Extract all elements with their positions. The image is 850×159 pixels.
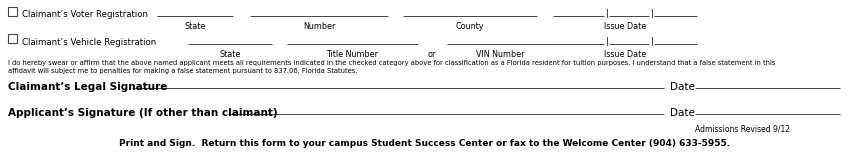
Text: Claimant’s Voter Registration: Claimant’s Voter Registration [22, 10, 148, 19]
Text: Date: Date [670, 108, 694, 118]
Text: Number: Number [303, 22, 335, 31]
Text: Date: Date [670, 82, 694, 92]
Text: Claimant’s Vehicle Registration: Claimant’s Vehicle Registration [22, 38, 156, 47]
Text: State: State [219, 50, 241, 59]
Text: VIN Number: VIN Number [476, 50, 524, 59]
Text: I do hereby swear or affirm that the above named applicant meets all requirement: I do hereby swear or affirm that the abo… [8, 60, 775, 66]
Text: or: or [428, 50, 436, 59]
Text: Applicant’s Signature (If other than claimant): Applicant’s Signature (If other than cla… [8, 108, 278, 118]
Text: affidavit will subject me to penalties for making a false statement pursuant to : affidavit will subject me to penalties f… [8, 68, 357, 74]
Text: County: County [456, 22, 484, 31]
Text: Issue Date: Issue Date [604, 50, 646, 59]
Text: Title Number: Title Number [326, 50, 378, 59]
Text: Admissions Revised 9/12: Admissions Revised 9/12 [695, 125, 790, 134]
Text: State: State [184, 22, 206, 31]
Text: Issue Date: Issue Date [604, 22, 646, 31]
Bar [8, 34, 17, 43]
Text: Claimant’s Legal Signature: Claimant’s Legal Signature [8, 82, 167, 92]
Bar [8, 7, 17, 16]
Text: Print and Sign.  Return this form to your campus Student Success Center or fax t: Print and Sign. Return this form to your… [120, 139, 730, 148]
